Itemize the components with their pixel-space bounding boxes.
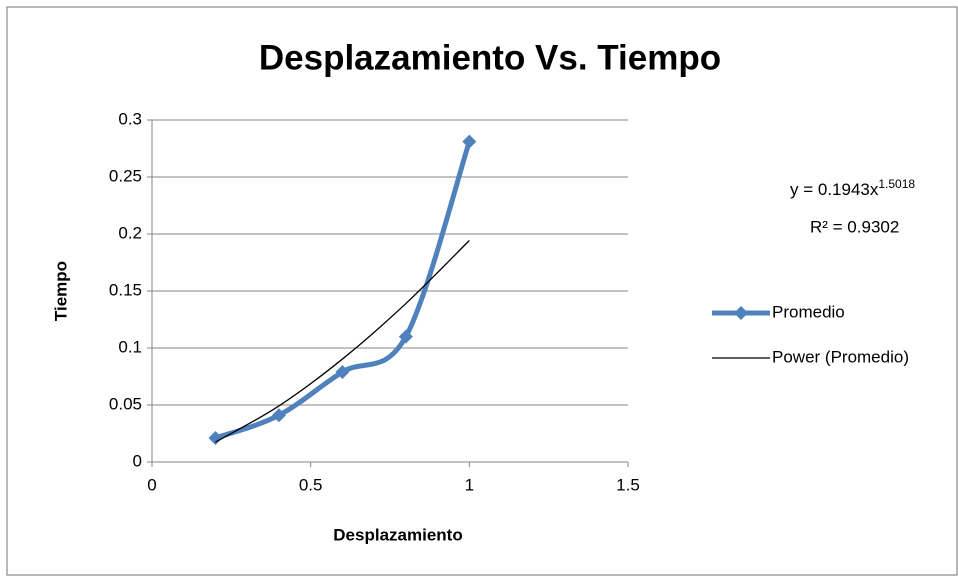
- legend-label: Power (Promedio): [772, 347, 909, 366]
- chart-title: Desplazamiento Vs. Tiempo: [259, 38, 721, 77]
- marker: [462, 134, 477, 149]
- x-tick-label: 1.5: [616, 475, 640, 494]
- x-tick-label: 0.5: [299, 475, 323, 494]
- equation-text: y = 0.1943x: [790, 180, 879, 199]
- y-tick-label: 0: [133, 451, 142, 470]
- series-line: [215, 240, 470, 443]
- marker: [208, 431, 223, 446]
- y-tick-label: 0.3: [118, 109, 142, 128]
- x-tick-label: 0: [147, 475, 156, 494]
- y-tick-label: 0.2: [118, 223, 142, 242]
- series-line: [214, 140, 472, 441]
- x-tick-label: 1: [465, 475, 474, 494]
- y-tick-label: 0.25: [109, 166, 142, 185]
- legend-label: Promedio: [772, 302, 845, 321]
- equation-exponent: 1.5018: [878, 177, 915, 191]
- marker: [335, 364, 350, 379]
- x-axis-label: Desplazamiento: [333, 525, 462, 544]
- legend-marker: [734, 306, 748, 320]
- trendline-equation: y = 0.1943x1.5018: [790, 177, 915, 199]
- y-axis-label: Tiempo: [51, 261, 70, 321]
- marker: [271, 408, 286, 423]
- y-tick-label: 0.15: [109, 280, 142, 299]
- y-tick-label: 0.05: [109, 394, 142, 413]
- y-tick-label: 0.1: [118, 337, 142, 356]
- marker: [398, 329, 413, 344]
- r-squared: R² = 0.9302: [810, 217, 899, 236]
